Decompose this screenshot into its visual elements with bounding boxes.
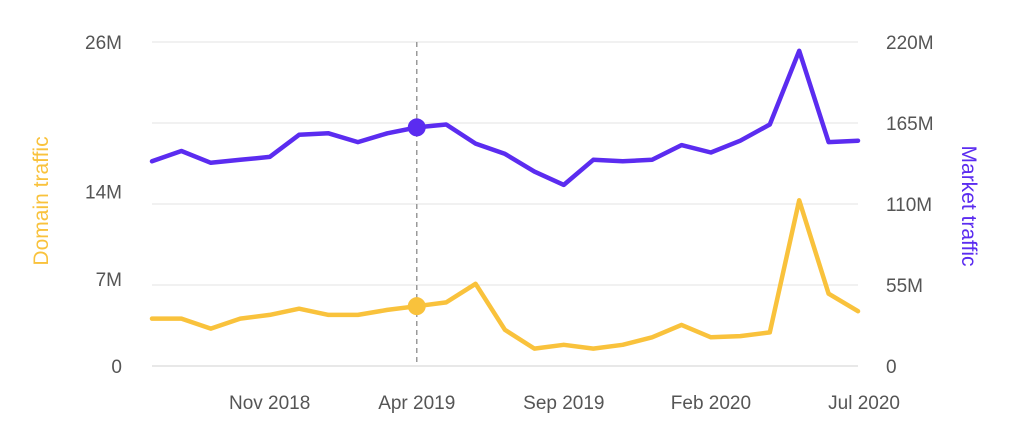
left-tick-label: 7M xyxy=(96,270,122,291)
x-tick-label: Jul 2020 xyxy=(828,393,900,414)
market-traffic-marker xyxy=(407,118,426,137)
right-tick-label: 110M xyxy=(886,195,932,216)
x-tick-label: Sep 2019 xyxy=(523,393,604,414)
x-axis: Nov 2018 Apr 2019 Sep 2019 Feb 2020 Jul 2020 xyxy=(229,393,900,414)
domain-traffic-marker xyxy=(407,297,426,316)
right-y-axis: 0 55M 110M 165M 220M xyxy=(886,33,934,378)
left-tick-label: 0 xyxy=(111,357,122,378)
right-tick-label: 0 xyxy=(886,357,897,378)
series xyxy=(149,48,861,351)
grid xyxy=(152,41,858,286)
x-tick-label: Feb 2020 xyxy=(671,393,751,414)
x-tick-label: Nov 2018 xyxy=(229,393,310,414)
x-tick-label: Apr 2019 xyxy=(378,393,455,414)
left-tick-label: 26M xyxy=(85,33,122,54)
left-tick-label: 14M xyxy=(85,183,122,204)
domain-traffic-line xyxy=(149,198,861,351)
right-axis-title: Market traffic xyxy=(957,146,980,267)
right-tick-label: 165M xyxy=(886,114,934,135)
left-y-axis: 0 7M 14M 26M xyxy=(85,33,122,378)
right-tick-label: 55M xyxy=(886,276,923,297)
left-axis-title: Domain traffic xyxy=(30,136,53,265)
market-traffic-line xyxy=(149,48,861,188)
hover-markers xyxy=(407,118,426,316)
right-tick-label: 220M xyxy=(886,33,934,54)
